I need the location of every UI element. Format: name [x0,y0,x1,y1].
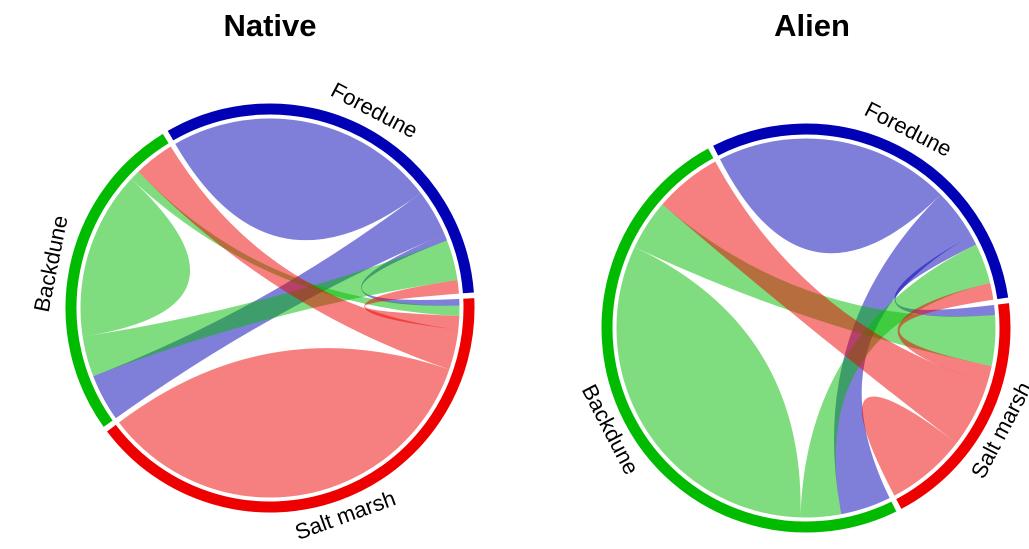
ribbon [861,396,957,497]
ribbon [118,348,450,499]
ribbons [616,137,996,519]
ribbon [175,117,421,241]
sector-arc [107,298,475,513]
ribbon [82,240,458,377]
ribbon [662,161,988,444]
ribbon [634,203,996,367]
ribbon [897,282,994,383]
inner-ring [77,115,463,501]
sector-arc [167,103,474,294]
chart-title: Alien [774,8,850,43]
ribbon [800,244,991,519]
ribbon [79,178,191,337]
sector-arc [713,123,1009,300]
sector-arc [65,133,169,427]
chart-title: Native [223,8,316,43]
ribbon [719,137,941,254]
sector-arc [601,148,897,533]
ribbon [616,246,801,518]
ribbon [138,146,459,370]
inner-ring [613,135,999,521]
ribbons [79,117,461,499]
sector-arc [896,303,1011,509]
